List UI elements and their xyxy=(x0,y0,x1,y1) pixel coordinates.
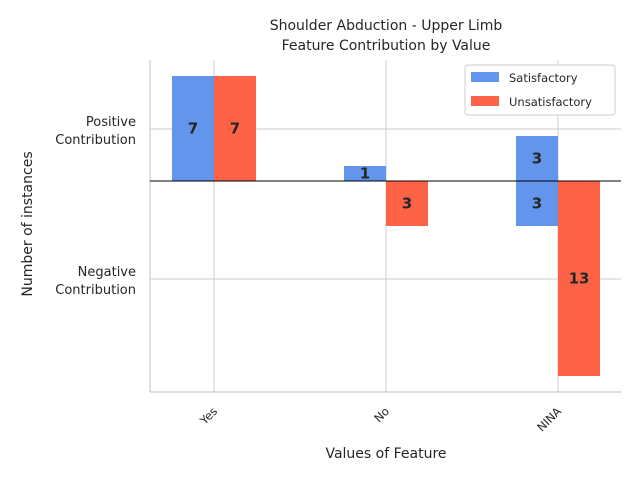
legend-label-satisfactory: Satisfactory xyxy=(509,71,578,85)
bar-label-satisfactory-nina-positive: 3 xyxy=(532,150,542,168)
x-axis-label: Values of Feature xyxy=(325,446,446,462)
bar-label-satisfactory-yes-positive: 7 xyxy=(188,120,198,138)
x-tick-label-nina: NINA xyxy=(534,404,564,434)
x-tick-labels: Yes No NINA xyxy=(196,404,564,434)
bar-satisfactory-yes-positive xyxy=(172,76,214,181)
x-tick-label-yes: Yes xyxy=(196,404,220,428)
bar-satisfactory-no-positive xyxy=(344,166,386,181)
bar-label-satisfactory-nina-negative: 3 xyxy=(532,195,542,213)
bar-satisfactory-nina-negative xyxy=(516,181,558,226)
bars xyxy=(172,76,600,376)
bar-unsatisfactory-no-negative xyxy=(386,181,428,226)
y-axis-label: Number of instances xyxy=(20,151,36,296)
ytick-positive-line2: Contribution xyxy=(55,133,136,148)
chart-title-line2: Feature Contribution by Value xyxy=(282,38,491,54)
bar-unsatisfactory-nina-negative xyxy=(558,181,600,376)
legend: Satisfactory Unsatisfactory xyxy=(464,64,616,116)
x-tick-label-no: No xyxy=(371,404,392,425)
bar-unsatisfactory-yes-positive xyxy=(214,76,256,181)
bar-label-unsatisfactory-nina-negative: 13 xyxy=(569,270,590,288)
legend-swatch-satisfactory xyxy=(471,72,499,82)
bar-label-unsatisfactory-no-negative: 3 xyxy=(402,195,412,213)
legend-swatch-unsatisfactory xyxy=(471,96,499,106)
bar-satisfactory-nina-positive xyxy=(516,136,558,181)
chart-title-line1: Shoulder Abduction - Upper Limb xyxy=(270,18,503,34)
ytick-negative-line2: Contribution xyxy=(55,283,136,298)
bar-label-satisfactory-no-positive: 1 xyxy=(360,165,370,183)
bar-label-unsatisfactory-yes-positive: 7 xyxy=(230,120,240,138)
legend-label-unsatisfactory: Unsatisfactory xyxy=(509,95,592,109)
legend-frame xyxy=(464,64,616,116)
ytick-negative-line1: Negative xyxy=(78,265,136,280)
ytick-positive-line1: Positive xyxy=(86,115,136,130)
